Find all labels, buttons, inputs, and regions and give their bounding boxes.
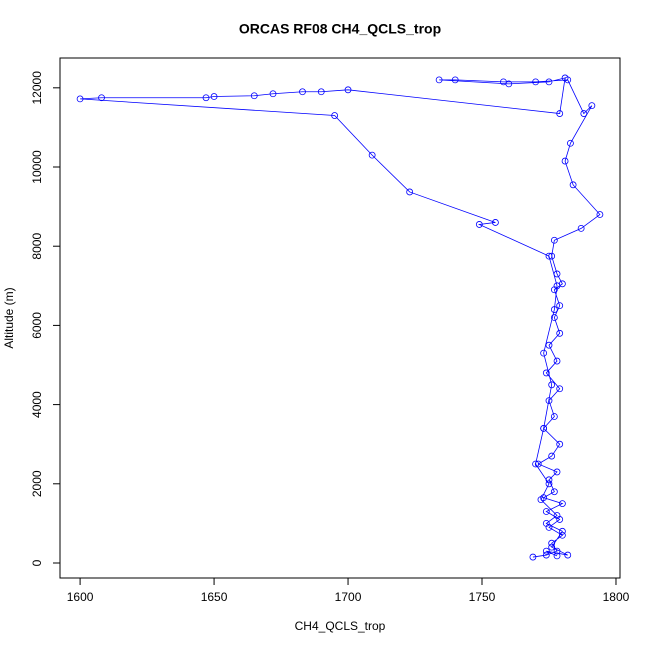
data-point xyxy=(548,252,556,260)
data-point xyxy=(299,88,306,96)
data-point xyxy=(548,539,556,547)
data-point xyxy=(556,110,564,117)
data-point xyxy=(569,181,577,189)
data-point xyxy=(250,92,258,100)
y-axis-label: Altitude (m) xyxy=(2,287,16,348)
data-point xyxy=(540,349,548,357)
data-point xyxy=(344,86,352,94)
y-tick-label: 2000 xyxy=(30,470,44,497)
data-point xyxy=(556,329,564,337)
data-point xyxy=(542,551,550,559)
data-point xyxy=(542,369,550,377)
data-point xyxy=(553,357,561,365)
chart-title: ORCAS RF08 CH4_QCLS_trop xyxy=(239,21,441,37)
data-point xyxy=(564,551,572,559)
data-point xyxy=(505,80,513,88)
data-point xyxy=(548,381,556,389)
data-point xyxy=(532,460,539,468)
data-point xyxy=(588,102,596,110)
data-point xyxy=(550,306,558,313)
data-point xyxy=(550,413,558,420)
plot-frame xyxy=(59,57,621,579)
data-point xyxy=(548,543,556,551)
data-point xyxy=(545,78,553,86)
data-point xyxy=(317,88,325,96)
data-point xyxy=(210,93,218,100)
data-point xyxy=(534,460,542,468)
data-point xyxy=(553,282,561,290)
data-point xyxy=(540,424,548,432)
data-point xyxy=(556,440,564,448)
data-point xyxy=(76,95,84,103)
data-point xyxy=(368,151,376,159)
x-tick-label: 1700 xyxy=(335,590,362,604)
data-point xyxy=(529,553,537,561)
x-tick-label: 1800 xyxy=(603,590,630,604)
data-point xyxy=(558,527,566,535)
data-point xyxy=(331,112,339,119)
data-point xyxy=(545,480,553,488)
data-point xyxy=(475,221,483,228)
data-point xyxy=(542,508,550,515)
data-point xyxy=(406,188,414,196)
data-point xyxy=(596,211,604,218)
data-point xyxy=(435,76,443,84)
data-point xyxy=(580,110,588,117)
data-point xyxy=(550,488,558,496)
data-point xyxy=(545,341,553,349)
x-axis-label: CH4_QCLS_trop xyxy=(295,619,386,633)
data-point xyxy=(98,94,105,102)
y-tick-label: 12000 xyxy=(30,71,44,105)
data-point xyxy=(542,547,550,555)
y-tick-label: 10000 xyxy=(30,150,44,184)
y-tick-label: 0 xyxy=(30,559,44,566)
data-point xyxy=(545,252,553,260)
x-tick-label: 1650 xyxy=(201,590,228,604)
data-point xyxy=(567,139,574,147)
data-point xyxy=(550,236,558,244)
data-point xyxy=(553,270,561,278)
data-point xyxy=(492,219,499,226)
x-tick-label: 1750 xyxy=(469,590,496,604)
data-point xyxy=(577,224,585,232)
data-point xyxy=(548,452,556,460)
data-point xyxy=(532,78,539,86)
data-point xyxy=(553,512,561,519)
y-tick-label: 6000 xyxy=(30,312,44,339)
data-point xyxy=(202,94,210,102)
y-tick-label: 4000 xyxy=(30,391,44,418)
data-point xyxy=(553,547,561,555)
x-tick-label: 1600 xyxy=(67,590,94,604)
data-point xyxy=(556,385,564,393)
data-point xyxy=(545,476,553,484)
data-point xyxy=(451,76,459,84)
data-point xyxy=(553,468,561,476)
data-point xyxy=(553,552,561,560)
data-point xyxy=(537,496,545,504)
data-point xyxy=(545,397,553,405)
data-point xyxy=(558,500,566,507)
data-point xyxy=(550,314,558,321)
data-point xyxy=(269,90,277,98)
data-point xyxy=(561,157,569,165)
data-point xyxy=(558,531,566,539)
data-point xyxy=(542,519,550,527)
data-point xyxy=(561,74,569,82)
data-point xyxy=(556,302,564,310)
y-tick-label: 8000 xyxy=(30,233,44,260)
